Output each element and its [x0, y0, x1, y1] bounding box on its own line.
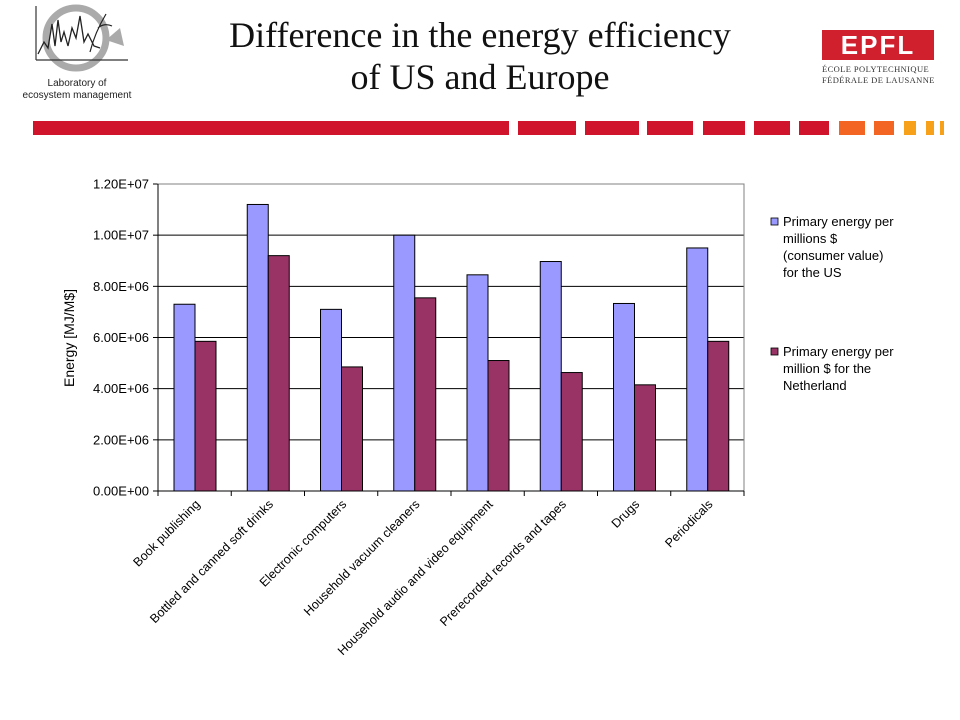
- x-category-label: Drugs: [609, 497, 642, 530]
- stripe-segment: [585, 121, 639, 135]
- y-tick-label: 8.00E+06: [93, 279, 149, 294]
- legend-label: Primary energy per: [783, 344, 894, 359]
- y-tick-label: 2.00E+06: [93, 432, 149, 447]
- bar: [466, 274, 489, 492]
- epfl-logo: EPFL ÉCOLE POLYTECHNIQUE FÉDÉRALE DE LAU…: [822, 30, 936, 88]
- stripe-segment: [754, 121, 790, 135]
- stripe-segment: [926, 121, 934, 135]
- legend-label: for the US: [783, 265, 842, 280]
- x-category-label: Household vacuum cleaners: [301, 497, 422, 618]
- stripe-segment: [874, 121, 894, 135]
- legend-swatch: [770, 347, 779, 356]
- bar: [194, 340, 217, 492]
- bar: [560, 372, 583, 492]
- y-tick-label: 6.00E+06: [93, 330, 149, 345]
- y-tick-label: 1.20E+07: [93, 177, 149, 192]
- legend-label: (consumer value): [783, 248, 883, 263]
- legend: Primary energy per millions $ (consumer va…: [770, 214, 894, 393]
- y-tick-label: 4.00E+06: [93, 381, 149, 396]
- epfl-mark-icon: EPFL: [822, 30, 934, 60]
- legend-swatch: [770, 217, 779, 226]
- bar: [393, 234, 416, 492]
- stripe-segment: [799, 121, 829, 135]
- epfl-name-line1: ÉCOLE POLYTECHNIQUE: [822, 64, 930, 74]
- bar: [487, 360, 510, 492]
- x-category-label: Book publishing: [130, 497, 202, 569]
- lab-logo: [35, 4, 128, 72]
- stripe-segment: [33, 121, 509, 135]
- bar: [173, 303, 196, 492]
- bar: [613, 302, 635, 492]
- legend-label: million $ for the: [783, 361, 871, 376]
- epfl-mark-text: EPFL: [841, 30, 915, 60]
- legend-label: Primary energy per: [783, 214, 894, 229]
- bar: [414, 297, 437, 492]
- stripe-segment: [703, 121, 745, 135]
- bar: [267, 255, 290, 492]
- energy-bar-chart: 0.00E+00 2.00E+06 4.00E+06 6.00E+06 8.00E+06…: [61, 177, 894, 658]
- stripe-segment: [518, 121, 576, 135]
- y-tick-label: 1.00E+07: [93, 228, 149, 243]
- x-category-label: Prerecorded records and tapes: [437, 497, 569, 629]
- x-category-label: Bottled and canned soft drinks: [147, 497, 276, 626]
- plot-area: 0.00E+00 2.00E+06 4.00E+06 6.00E+06 8.00E+06…: [93, 177, 745, 658]
- slide-title: Difference in the energy efficiency of U…: [150, 14, 810, 98]
- bar: [341, 366, 363, 492]
- bar: [539, 261, 562, 492]
- y-axis-title: Energy [MJ/M$]: [61, 289, 77, 387]
- bar: [246, 203, 269, 492]
- bar: [320, 308, 342, 492]
- lab-caption-line2: ecosystem management: [22, 90, 132, 101]
- lab-caption: Laboratory of ecosystem management: [4, 78, 150, 102]
- bar: [707, 340, 730, 492]
- stripe-segment: [940, 121, 944, 135]
- x-category-label: Periodicals: [662, 497, 715, 550]
- bar: [634, 384, 656, 492]
- x-category-label: Household audio and video equipment: [335, 497, 496, 658]
- legend-label: millions $: [783, 231, 838, 246]
- stripe-segment: [904, 121, 916, 135]
- bar: [686, 247, 709, 492]
- stripe-segment: [647, 121, 693, 135]
- title-line-1: Difference in the energy efficiency: [229, 15, 731, 55]
- epfl-name-line2: FÉDÉRALE DE LAUSANNE: [822, 75, 935, 85]
- stripe-segment: [839, 121, 865, 135]
- legend-label: Netherland: [783, 378, 847, 393]
- lab-caption-line1: Laboratory of: [47, 78, 107, 89]
- header-stripe: [33, 121, 944, 135]
- title-line-2: of US and Europe: [350, 57, 610, 97]
- y-tick-label: 0.00E+00: [93, 484, 149, 499]
